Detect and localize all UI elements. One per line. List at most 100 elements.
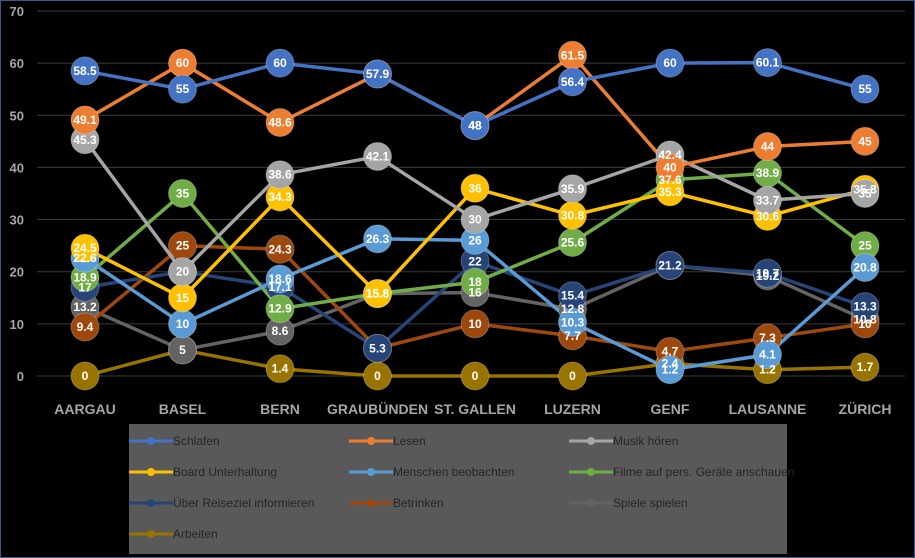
x-category-label: BASEL bbox=[159, 401, 207, 417]
data-label: 38.6 bbox=[268, 168, 292, 182]
y-tick-label: 70 bbox=[10, 4, 24, 19]
data-label: 1.2 bbox=[759, 363, 776, 377]
data-point bbox=[655, 355, 685, 385]
data-point bbox=[168, 257, 197, 287]
data-label: 42.1 bbox=[366, 149, 390, 163]
data-point bbox=[850, 253, 880, 283]
x-category-label: GRAUBÜNDEN bbox=[327, 401, 428, 417]
data-point bbox=[460, 173, 490, 203]
legend-item: Arbeiten bbox=[129, 526, 347, 542]
legend-label: Lesen bbox=[393, 434, 426, 448]
legend-label: Menschen beobachten bbox=[393, 465, 515, 479]
data-label: 0 bbox=[569, 369, 576, 383]
data-point bbox=[265, 160, 295, 190]
data-label: 18.6 bbox=[268, 272, 292, 286]
legend-label: Filme auf pers. Geräte anschauen bbox=[613, 465, 795, 479]
data-label: 35.3 bbox=[658, 185, 682, 199]
data-point bbox=[70, 361, 100, 391]
legend-label: Schlafen bbox=[173, 434, 220, 448]
data-label: 15.8 bbox=[366, 287, 390, 301]
data-label: 1.4 bbox=[272, 362, 289, 376]
data-label: 25 bbox=[176, 239, 190, 253]
data-point bbox=[753, 132, 782, 162]
data-point bbox=[850, 74, 880, 104]
data-label: 19.7 bbox=[756, 266, 780, 280]
data-point bbox=[70, 56, 100, 86]
legend-swatch bbox=[349, 437, 393, 445]
x-category-label: BERN bbox=[260, 401, 300, 417]
legend-item: Schlafen bbox=[129, 433, 347, 449]
data-label: 35 bbox=[176, 186, 190, 200]
legend-swatch bbox=[129, 530, 173, 538]
data-label: 60 bbox=[273, 56, 287, 70]
legend-label: Musik hören bbox=[613, 434, 679, 448]
data-label: 30.8 bbox=[561, 208, 585, 222]
data-label: 0 bbox=[472, 369, 479, 383]
legend-swatch bbox=[129, 468, 173, 476]
data-point bbox=[265, 264, 295, 294]
data-label: 48 bbox=[468, 119, 482, 133]
legend-swatch bbox=[349, 468, 393, 476]
data-label: 18.9 bbox=[73, 270, 97, 284]
data-label: 15.4 bbox=[561, 289, 585, 303]
legend-swatch bbox=[569, 499, 613, 507]
y-tick-label: 50 bbox=[10, 108, 24, 123]
legend-swatch bbox=[569, 437, 613, 445]
data-label: 16 bbox=[468, 286, 482, 300]
legend-label: Betrinken bbox=[393, 496, 444, 510]
legend-item: Musik hören bbox=[569, 433, 787, 449]
y-axis-ticks: 0 10 20 30 40 50 60 70 bbox=[10, 4, 24, 384]
data-label: 60 bbox=[176, 56, 190, 70]
data-label: 10 bbox=[468, 317, 482, 331]
data-label: 10.3 bbox=[561, 315, 585, 329]
data-label: 26.3 bbox=[366, 232, 390, 246]
data-label: 15.8 bbox=[366, 287, 390, 301]
y-tick-label: 30 bbox=[10, 213, 24, 228]
data-point bbox=[363, 224, 392, 254]
data-label: 12.9 bbox=[268, 302, 292, 316]
legend-item: Lesen bbox=[349, 433, 567, 449]
x-category-label: ST. GALLEN bbox=[434, 401, 516, 417]
y-tick-label: 20 bbox=[10, 265, 24, 280]
data-label: 15 bbox=[176, 291, 190, 305]
data-point bbox=[363, 279, 392, 309]
data-label: 10 bbox=[176, 317, 190, 331]
data-label: 18 bbox=[468, 275, 482, 289]
data-label: 21.2 bbox=[658, 258, 682, 272]
legend-swatch bbox=[349, 499, 393, 507]
data-point bbox=[70, 233, 100, 263]
x-category-label: AARGAU bbox=[54, 401, 115, 417]
data-label: 30 bbox=[468, 213, 482, 227]
data-point bbox=[753, 48, 782, 78]
data-label: 15.8 bbox=[366, 287, 390, 301]
data-label: 5.3 bbox=[369, 341, 386, 355]
data-label: 17 bbox=[78, 280, 92, 294]
data-label: 22.6 bbox=[73, 251, 97, 265]
data-point bbox=[850, 178, 880, 208]
y-tick-label: 40 bbox=[10, 160, 24, 175]
data-label: 35.9 bbox=[561, 182, 585, 196]
data-point bbox=[70, 312, 100, 342]
x-category-label: GENF bbox=[651, 401, 690, 417]
data-label: 13.2 bbox=[73, 300, 97, 314]
data-label: 0 bbox=[82, 369, 89, 383]
data-label: 4.1 bbox=[759, 348, 776, 362]
data-point bbox=[265, 108, 295, 138]
data-point bbox=[655, 152, 685, 182]
data-label: 24.5 bbox=[73, 241, 97, 255]
legend-item: Menschen beobachten bbox=[349, 464, 567, 480]
data-point bbox=[753, 340, 782, 370]
data-point bbox=[655, 48, 685, 78]
data-label: 25 bbox=[858, 239, 872, 253]
data-point bbox=[753, 185, 782, 215]
data-label: 1.7 bbox=[857, 360, 874, 374]
data-label: 55 bbox=[858, 82, 872, 96]
legend-item: Über Reiseziel informieren bbox=[129, 495, 347, 511]
data-label: 40 bbox=[663, 160, 677, 174]
data-label: 44 bbox=[761, 140, 775, 154]
y-tick-label: 0 bbox=[17, 369, 24, 384]
legend-label: Arbeiten bbox=[173, 527, 218, 541]
data-label: 37.6 bbox=[658, 173, 682, 187]
data-label: 0 bbox=[374, 369, 381, 383]
data-label: 9.4 bbox=[77, 320, 94, 334]
